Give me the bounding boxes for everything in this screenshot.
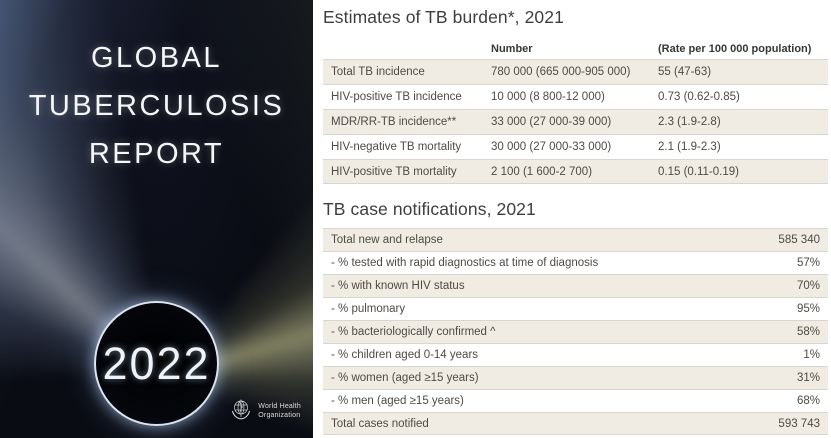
row-label: Total new and relapse: [331, 234, 443, 246]
report-cover: GLOBAL TUBERCULOSIS REPORT 2022: [0, 0, 313, 438]
row-rate: 2.3 (1.9-2.8): [658, 116, 721, 128]
row-value: 593 743: [778, 417, 820, 430]
row-label: HIV-positive TB mortality: [331, 165, 457, 178]
row-rate: 0.73 (0.62-0.85): [658, 91, 740, 103]
row-label: - % tested with rapid diagnostics at tim…: [331, 257, 599, 269]
row-value: 585 340: [778, 234, 820, 246]
table-row: - % men (aged ≥15 years) 68%: [323, 389, 828, 412]
row-value: 31%: [796, 372, 820, 384]
row-label: MDR/RR-TB incidence**: [331, 116, 457, 128]
cover-title: GLOBAL TUBERCULOSIS REPORT: [0, 34, 313, 178]
table-row: - % tested with rapid diagnostics at tim…: [323, 251, 828, 274]
cover-title-line-2: TUBERCULOSIS: [28, 90, 285, 122]
data-panel: Estimates of TB burden*, 2021 Number (Ra…: [313, 0, 831, 438]
row-number: 33 000 (27 000-39 000): [491, 116, 612, 128]
row-label: - % children aged 0-14 years: [331, 349, 479, 361]
row-label: HIV-positive TB incidence: [331, 91, 462, 103]
table-row: Total new and relapse 585 340: [323, 228, 828, 251]
row-label: HIV-negative TB mortality: [331, 141, 462, 153]
row-label: - % pulmonary: [331, 303, 406, 315]
table-row: - % children aged 0-14 years 1%: [323, 343, 828, 366]
who-emblem-icon: [229, 397, 253, 426]
row-value: 70%: [796, 280, 820, 292]
table-row: MDR/RR-TB incidence** 33 000 (27 000-39 …: [323, 109, 828, 134]
cover-title-line-1: GLOBAL: [90, 42, 223, 74]
burden-table-header: Number (Rate per 100 000 population): [323, 38, 828, 59]
row-label: - % with known HIV status: [331, 280, 465, 292]
report-year: 2022: [102, 337, 211, 389]
burden-table: Number (Rate per 100 000 population) Tot…: [323, 38, 828, 184]
row-value: 68%: [796, 395, 820, 407]
table-row: - % bacteriologically confirmed ^ 58%: [323, 320, 828, 343]
table-row: Total cases notified 593 743: [323, 412, 828, 435]
year-circle-badge: 2022: [94, 301, 219, 426]
row-value: 1%: [803, 349, 820, 361]
table-row: - % pulmonary 95%: [323, 297, 828, 320]
row-rate: 0.15 (0.11-0.19): [658, 165, 739, 178]
row-label: - % men (aged ≥15 years): [331, 395, 464, 407]
row-value: 58%: [796, 326, 820, 338]
table-row: Total TB incidence 780 000 (665 000-905 …: [323, 59, 828, 84]
row-number: 30 000 (27 000-33 000): [491, 141, 612, 153]
row-number: 2 100 (1 600-2 700): [491, 165, 593, 178]
row-rate: 2.1 (1.9-2.3): [658, 141, 721, 153]
table-row: HIV-positive TB mortality 2 100 (1 600-2…: [323, 159, 828, 184]
row-value: 57%: [796, 257, 820, 269]
notifications-table-title: TB case notifications, 2021: [323, 199, 536, 219]
who-logo-text: World Health Organization: [258, 403, 301, 420]
table-row: - % women (aged ≥15 years) 31%: [323, 366, 828, 389]
table-row: HIV-positive TB incidence 10 000 (8 800-…: [323, 84, 828, 109]
row-number: 10 000 (8 800-12 000): [491, 91, 605, 103]
who-logo: World Health Organization: [229, 397, 301, 426]
row-label: Total TB incidence: [331, 66, 425, 78]
notifications-table: Total new and relapse 585 340 - % tested…: [323, 228, 828, 435]
table-row: HIV-negative TB mortality 30 000 (27 000…: [323, 134, 828, 159]
burden-header-rate: (Rate per 100 000 population): [658, 42, 812, 55]
row-label: Total cases notified: [331, 417, 429, 430]
row-label: - % bacteriologically confirmed ^: [331, 326, 496, 338]
cover-title-line-3: REPORT: [88, 138, 225, 170]
row-label: - % women (aged ≥15 years): [331, 372, 479, 384]
table-row: - % with known HIV status 70%: [323, 274, 828, 297]
row-rate: 55 (47-63): [658, 66, 712, 78]
burden-header-number: Number: [491, 42, 533, 55]
row-number: 780 000 (665 000-905 000): [491, 66, 631, 78]
row-value: 95%: [796, 303, 820, 315]
burden-table-title: Estimates of TB burden*, 2021: [323, 7, 564, 27]
who-text-line-2: Organization: [258, 411, 301, 419]
who-text-line-1: World Health: [258, 403, 301, 410]
